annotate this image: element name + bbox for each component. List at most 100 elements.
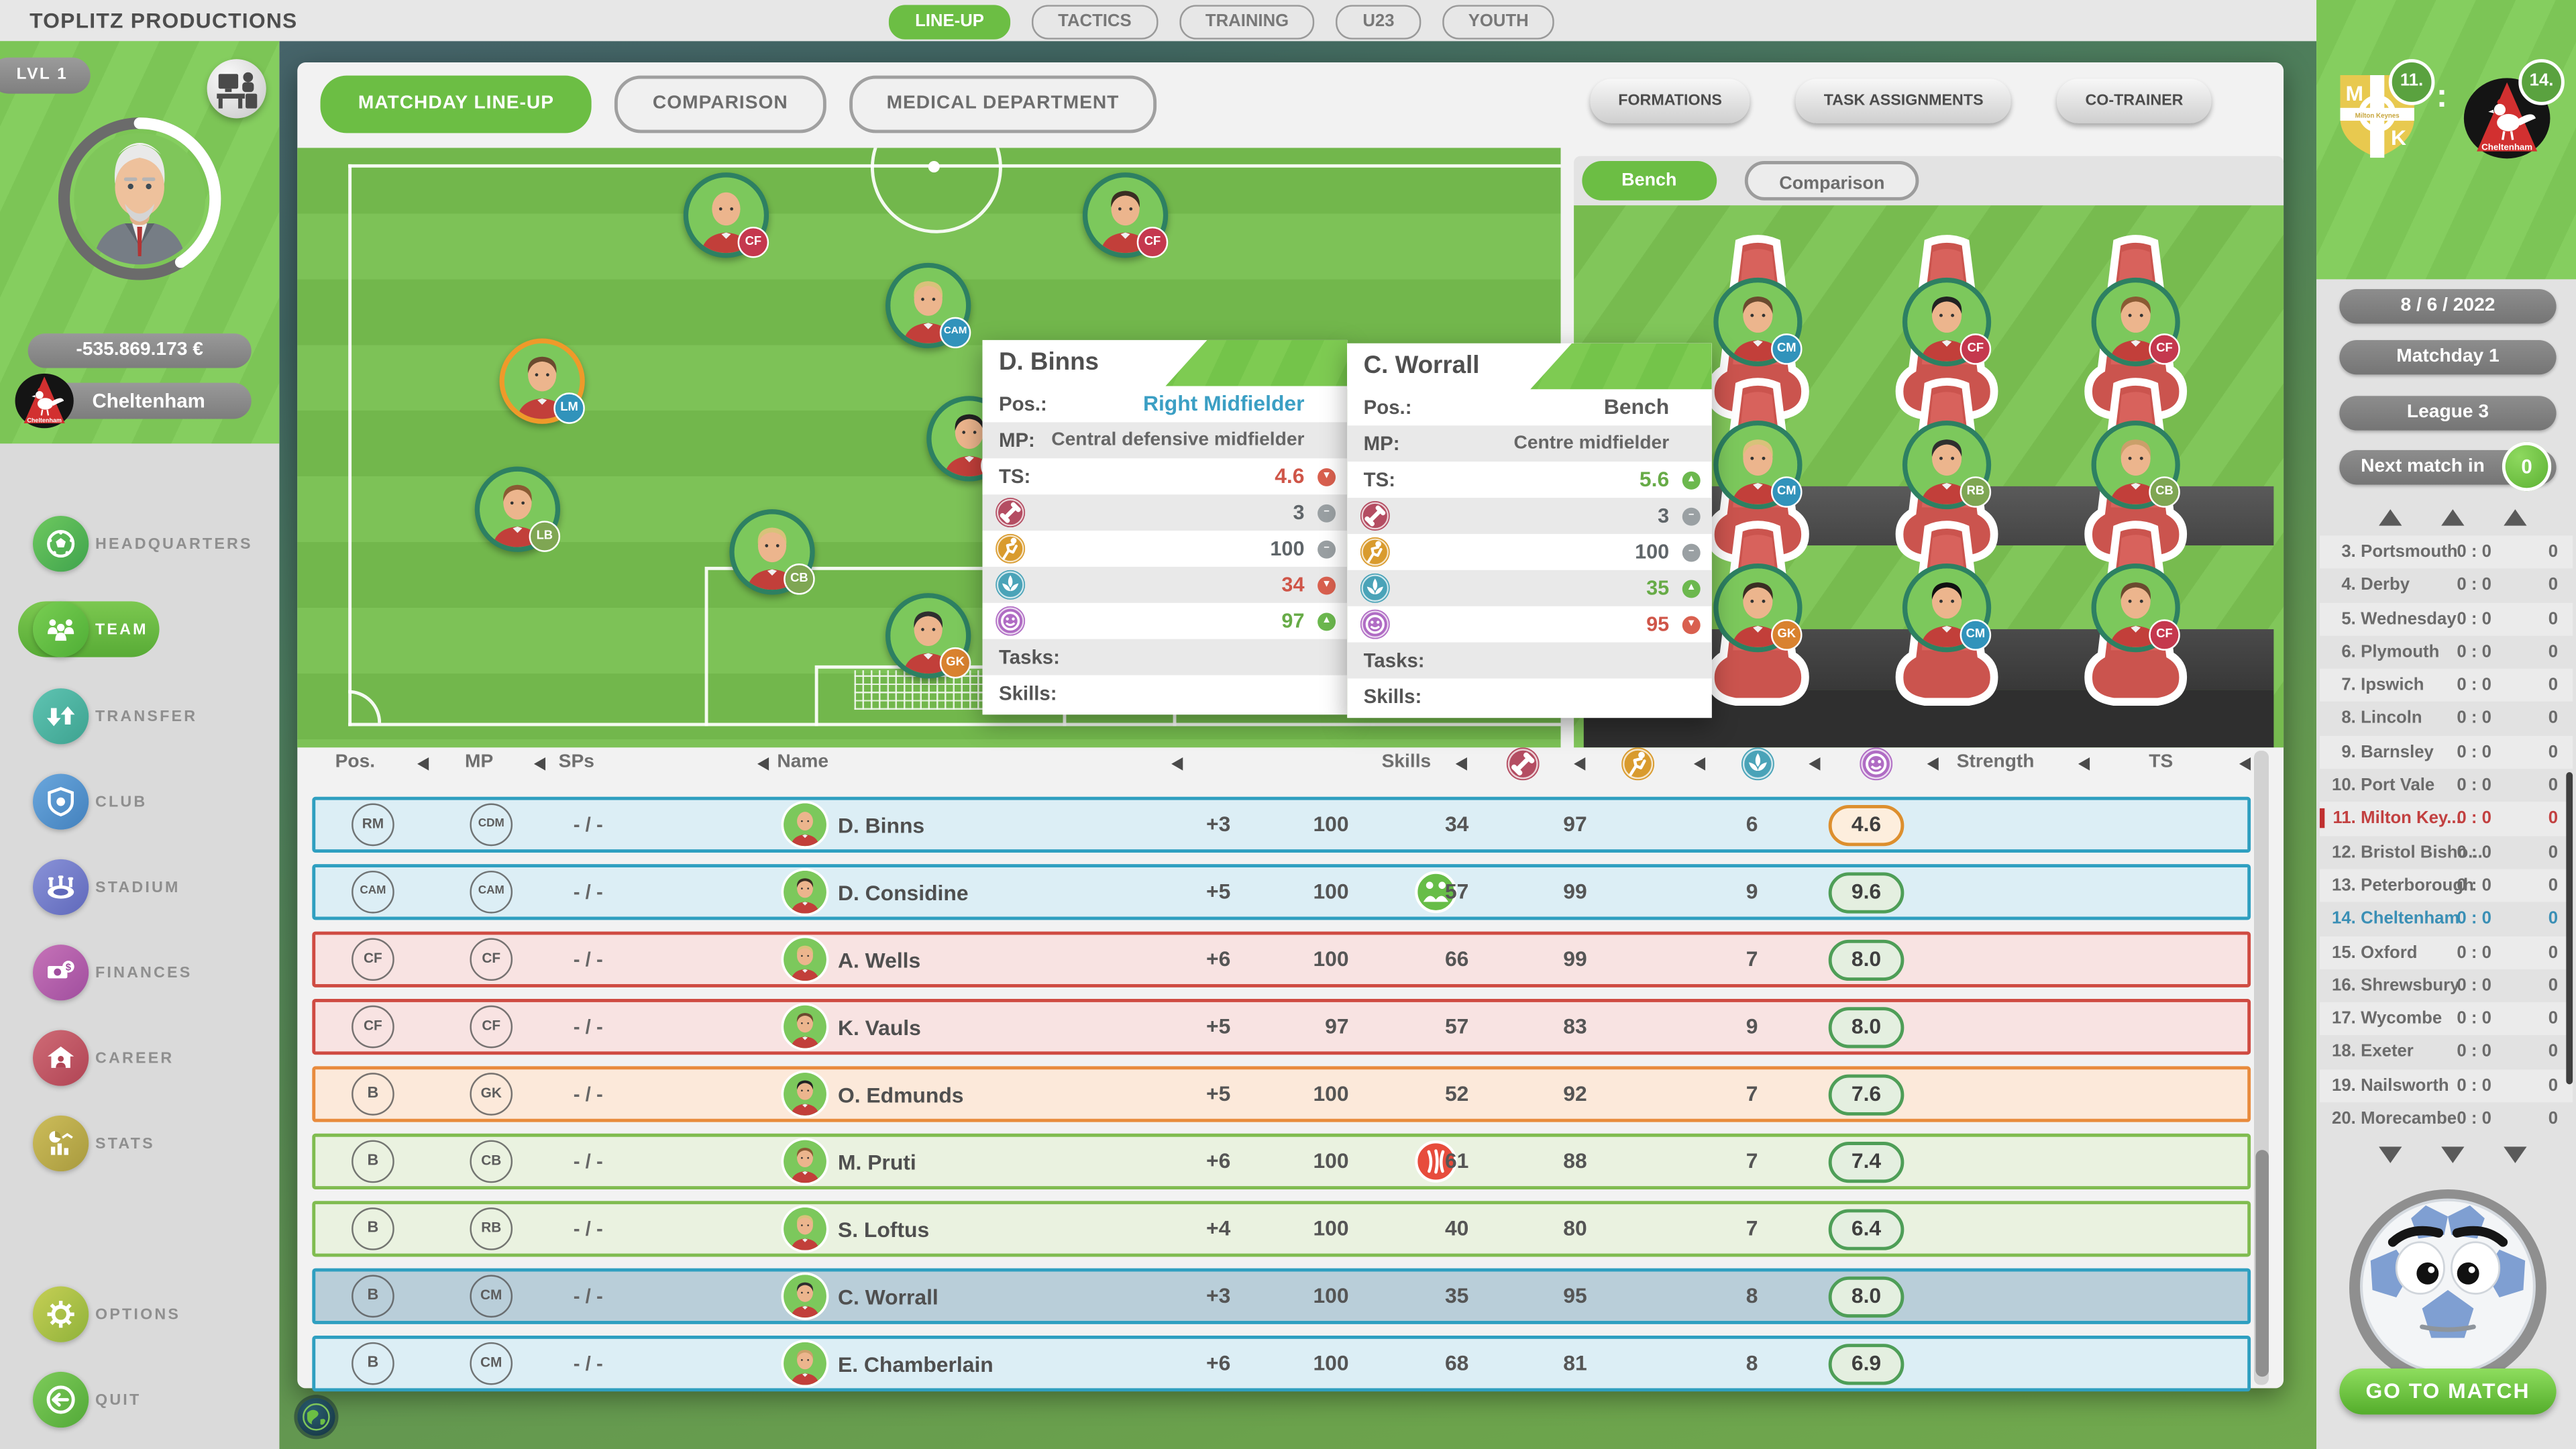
- standings-row-exeter[interactable]: 18. Exeter 0 : 0 0: [2320, 1036, 2573, 1069]
- sort-icon[interactable]: [1171, 757, 1183, 771]
- sort-icon[interactable]: [1693, 757, 1706, 771]
- standings-row-nailsworth[interactable]: 19. Nailsworth 0 : 0 0: [2319, 1069, 2573, 1103]
- tab-comparison[interactable]: COMPARISON: [614, 75, 826, 133]
- standings-row-wycombe[interactable]: 17. Wycombe 0 : 0 0: [2319, 1002, 2573, 1036]
- standings-row-plymouth[interactable]: 6. Plymouth 0 : 0 0: [2320, 635, 2573, 669]
- standings-row-ipswich[interactable]: 7. Ipswich 0 : 0 0: [2319, 669, 2573, 702]
- standings-scrollbar[interactable]: [2566, 772, 2573, 1085]
- wellness-icon[interactable]: [1741, 747, 1774, 781]
- player-marker-lb[interactable]: LB: [474, 466, 561, 552]
- sidebar-item-transfer[interactable]: TRANSFER: [0, 688, 279, 745]
- standings-row-bristolbisho[interactable]: 12. Bristol Bisho... 0 : 0 0: [2320, 836, 2573, 869]
- office-button[interactable]: [207, 59, 266, 119]
- sort-icon[interactable]: [2078, 757, 2090, 771]
- manager-avatar[interactable]: [54, 113, 225, 284]
- strength-value: 7: [1746, 1216, 1758, 1240]
- standings-row-miltonkey[interactable]: 11. Milton Key... 0 : 0 0: [2319, 802, 2573, 836]
- strength-icon[interactable]: [1506, 747, 1540, 781]
- points: 0: [2548, 908, 2559, 929]
- player-marker-cb[interactable]: CB: [729, 509, 815, 595]
- task-assignments-button[interactable]: TASK ASSIGNMENTS: [1796, 78, 2012, 123]
- sort-icon[interactable]: [533, 757, 546, 771]
- top-tab-tactics[interactable]: TACTICS: [1031, 5, 1158, 40]
- roster-row-mpruti[interactable]: B CB - / - M. Pruti +6 100 61 88 7 7.4: [312, 1133, 2251, 1190]
- roster-row-dbinns[interactable]: RM CDM - / - D. Binns +3 100 34 97 6 4.6: [312, 796, 2251, 853]
- sidebar-item-stats[interactable]: STATS: [0, 1115, 279, 1172]
- scroll-up-icon[interactable]: [2504, 509, 2527, 526]
- sidebar-item-career[interactable]: CAREER: [0, 1030, 279, 1086]
- bench-seat-cm[interactable]: CM: [1884, 517, 2009, 711]
- bench-seat-cf[interactable]: CF: [2074, 231, 2198, 425]
- sort-icon[interactable]: [2239, 757, 2251, 771]
- sidebar-item-quit[interactable]: QUIT: [0, 1371, 279, 1428]
- sidebar-item-club[interactable]: CLUB: [0, 773, 279, 830]
- standings-row-wednesday[interactable]: 5. Wednesday 0 : 0 0: [2319, 602, 2573, 636]
- sort-icon[interactable]: [1927, 757, 1939, 771]
- roster-row-echamberlain[interactable]: B CM - / - E. Chamberlain +6 100 68 81 8 6.9: [312, 1336, 2251, 1392]
- tab-bench[interactable]: Bench: [1582, 161, 1717, 201]
- bench-seat-cb[interactable]: CB: [2074, 374, 2198, 568]
- bench-seat-cf[interactable]: CF: [1884, 231, 2009, 425]
- standings-row-portvale[interactable]: 10. Port Vale 0 : 0 0: [2320, 769, 2573, 802]
- globe-icon[interactable]: [297, 1398, 335, 1436]
- top-tab-training[interactable]: TRAINING: [1179, 5, 1316, 40]
- standings-row-shrewsbury[interactable]: 16. Shrewsbury 0 : 0 0: [2320, 969, 2573, 1003]
- standings-row-lincoln[interactable]: 8. Lincoln 0 : 0 0: [2320, 702, 2573, 736]
- player-marker-cam[interactable]: CAM: [885, 262, 971, 349]
- player-marker-cf[interactable]: CF: [1082, 172, 1169, 258]
- roster-row-oedmunds[interactable]: B GK - / - O. Edmunds +5 100 52 92 7 7.6: [312, 1066, 2251, 1122]
- sidebar-item-finances[interactable]: $ FINANCES: [0, 945, 279, 1001]
- scroll-down-icon[interactable]: [2379, 1146, 2402, 1163]
- roster-scrollbar[interactable]: [2254, 751, 2269, 1385]
- standings-row-oxford[interactable]: 15. Oxford 0 : 0 0: [2319, 935, 2573, 969]
- roster-row-kvauls[interactable]: CF CF - / - K. Vauls +5 97 57 83 9 8.0: [312, 998, 2251, 1055]
- scroll-up-icon[interactable]: [2441, 509, 2465, 526]
- standings-row-cheltenham[interactable]: 14. Cheltenham 0 : 0 0: [2320, 902, 2573, 936]
- formations-button[interactable]: FORMATIONS: [1590, 78, 1750, 123]
- sidebar-item-options[interactable]: OPTIONS: [0, 1286, 279, 1342]
- points: 0: [2548, 1042, 2559, 1063]
- mood-icon[interactable]: [1860, 747, 1893, 781]
- bench-seat-cm[interactable]: CM: [1695, 231, 1820, 425]
- ts-pill: 8.0: [1828, 1275, 1904, 1317]
- scrollbar-thumb[interactable]: [2255, 1150, 2268, 1377]
- bench-seat-gk[interactable]: GK: [1695, 517, 1820, 711]
- tab-medical-department[interactable]: MEDICAL DEPARTMENT: [849, 75, 1157, 133]
- sidebar-item-stadium[interactable]: STADIUM: [0, 859, 279, 916]
- sort-icon[interactable]: [1809, 757, 1821, 771]
- standings-row-morecambe[interactable]: 20. Morecambe 0 : 0 0: [2320, 1102, 2573, 1136]
- top-tab-line-up[interactable]: LINE-UP: [888, 5, 1011, 40]
- standings-row-portsmouth[interactable]: 3. Portsmouth 0 : 0 0: [2319, 535, 2573, 570]
- top-tab-u23[interactable]: U23: [1336, 5, 1421, 40]
- top-tab-youth[interactable]: YOUTH: [1442, 5, 1555, 40]
- standings-row-peterborough[interactable]: 13. Peterborough 0 : 0 0: [2319, 869, 2573, 903]
- bench-seat-rb[interactable]: RB: [1884, 374, 2009, 568]
- roster-row-awells[interactable]: CF CF - / - A. Wells +6 100 66 99 7 8.0: [312, 931, 2251, 987]
- sort-icon[interactable]: [1455, 757, 1467, 771]
- sidebar-item-team[interactable]: TEAM: [0, 601, 279, 657]
- fitness-icon[interactable]: [1621, 747, 1655, 781]
- score: 0 : 0: [2457, 908, 2491, 929]
- roster-row-dconsidine[interactable]: CAM CAM - / - D. Considine +5 100 57 99 9 9.6: [312, 864, 2251, 920]
- standings-row-derby[interactable]: 4. Derby 0 : 0 0: [2320, 569, 2573, 602]
- tab-comparison[interactable]: Comparison: [1744, 161, 1919, 201]
- sort-icon[interactable]: [757, 757, 769, 771]
- scroll-up-icon[interactable]: [2379, 509, 2402, 526]
- sort-icon[interactable]: [1574, 757, 1586, 771]
- roster-row-sloftus[interactable]: B RB - / - S. Loftus +4 100 40 80 7 6.4: [312, 1201, 2251, 1257]
- roster-row-cworrall[interactable]: B CM - / - C. Worrall +3 100 35 95 8 8.0: [312, 1268, 2251, 1324]
- co-trainer-button[interactable]: CO-TRAINER: [2057, 78, 2212, 123]
- bench-seat-cf[interactable]: CF: [2074, 517, 2198, 711]
- scroll-down-icon[interactable]: [2504, 1146, 2527, 1163]
- sort-icon[interactable]: [417, 757, 429, 771]
- tab-matchday-line-up[interactable]: MATCHDAY LINE-UP: [320, 75, 592, 133]
- standings-row-barnsley[interactable]: 9. Barnsley 0 : 0 0: [2319, 735, 2573, 769]
- rank: 5.: [2341, 608, 2356, 629]
- player-marker-lm[interactable]: LM: [499, 338, 585, 424]
- scroll-down-icon[interactable]: [2441, 1146, 2465, 1163]
- player-marker-gk[interactable]: GK: [885, 593, 971, 679]
- go-to-match-button[interactable]: GO TO MATCH: [2339, 1368, 2557, 1415]
- sidebar-item-headquarters[interactable]: HEADQUARTERS: [0, 515, 279, 572]
- player-marker-cf[interactable]: CF: [683, 172, 769, 258]
- mp-badge: CM: [470, 1342, 513, 1385]
